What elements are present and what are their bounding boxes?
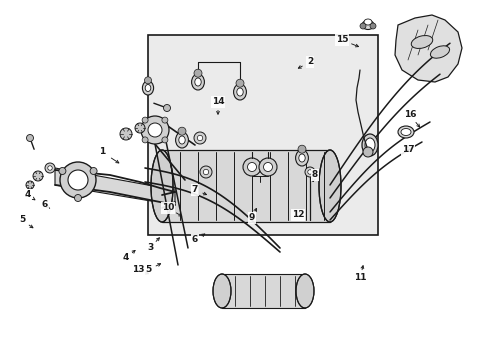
Text: 4: 4	[122, 253, 129, 262]
Text: 17: 17	[401, 145, 413, 154]
Ellipse shape	[236, 88, 243, 96]
Text: 6: 6	[191, 235, 198, 244]
Ellipse shape	[410, 36, 432, 49]
Circle shape	[243, 158, 261, 176]
Ellipse shape	[295, 150, 308, 166]
Ellipse shape	[361, 21, 373, 30]
Ellipse shape	[397, 126, 413, 138]
Circle shape	[194, 132, 205, 144]
Circle shape	[200, 166, 212, 178]
Text: 8: 8	[311, 171, 318, 180]
Ellipse shape	[213, 274, 230, 308]
Circle shape	[148, 123, 162, 137]
Text: 12: 12	[291, 211, 304, 220]
Circle shape	[178, 127, 185, 135]
Circle shape	[247, 162, 256, 171]
Text: 7: 7	[191, 185, 198, 194]
Circle shape	[142, 117, 148, 123]
Circle shape	[144, 77, 151, 84]
Ellipse shape	[298, 154, 305, 162]
Ellipse shape	[151, 150, 173, 222]
Circle shape	[90, 167, 97, 175]
Text: 14: 14	[211, 98, 224, 107]
Circle shape	[68, 170, 88, 190]
Circle shape	[162, 137, 167, 143]
Ellipse shape	[318, 150, 340, 222]
Circle shape	[33, 171, 43, 181]
Text: 10: 10	[162, 203, 174, 212]
Ellipse shape	[363, 19, 371, 25]
Circle shape	[362, 147, 372, 157]
Ellipse shape	[145, 85, 150, 91]
Circle shape	[142, 137, 148, 143]
Text: 3: 3	[146, 243, 153, 252]
Circle shape	[197, 135, 203, 141]
Ellipse shape	[175, 132, 188, 148]
Circle shape	[297, 145, 305, 153]
Circle shape	[26, 135, 34, 141]
Circle shape	[141, 116, 169, 144]
Ellipse shape	[233, 84, 246, 100]
Circle shape	[163, 104, 170, 112]
Text: 4: 4	[25, 190, 31, 199]
Circle shape	[48, 166, 52, 170]
Text: 2: 2	[306, 58, 312, 67]
Circle shape	[135, 123, 145, 133]
Bar	[148, 35, 377, 235]
Bar	[222, 274, 305, 308]
Circle shape	[236, 79, 244, 87]
Ellipse shape	[142, 81, 153, 95]
Text: 16: 16	[403, 111, 415, 120]
Text: 9: 9	[248, 213, 255, 222]
Ellipse shape	[295, 274, 313, 308]
Text: 15: 15	[335, 36, 347, 45]
Circle shape	[26, 181, 34, 189]
Circle shape	[194, 69, 202, 77]
Circle shape	[45, 163, 55, 173]
Circle shape	[259, 158, 276, 176]
Ellipse shape	[179, 136, 185, 144]
Ellipse shape	[194, 78, 201, 86]
Ellipse shape	[191, 74, 204, 90]
Circle shape	[263, 162, 272, 171]
Circle shape	[60, 162, 96, 198]
Text: 5: 5	[19, 216, 25, 225]
Circle shape	[59, 167, 66, 175]
Circle shape	[203, 169, 208, 175]
Ellipse shape	[364, 138, 374, 152]
Bar	[162, 150, 329, 222]
Circle shape	[359, 23, 365, 29]
Circle shape	[307, 170, 312, 174]
Circle shape	[162, 117, 167, 123]
Text: 5: 5	[144, 265, 151, 274]
Ellipse shape	[361, 134, 377, 156]
Circle shape	[305, 167, 314, 177]
Text: 1: 1	[99, 148, 105, 157]
Circle shape	[369, 23, 375, 29]
Circle shape	[74, 194, 81, 202]
Polygon shape	[55, 168, 175, 205]
Text: 6: 6	[42, 201, 48, 210]
Circle shape	[120, 128, 132, 140]
Ellipse shape	[429, 46, 448, 58]
Ellipse shape	[400, 129, 410, 135]
Polygon shape	[394, 15, 461, 82]
Text: 11: 11	[353, 274, 366, 283]
Text: 13: 13	[131, 265, 144, 274]
